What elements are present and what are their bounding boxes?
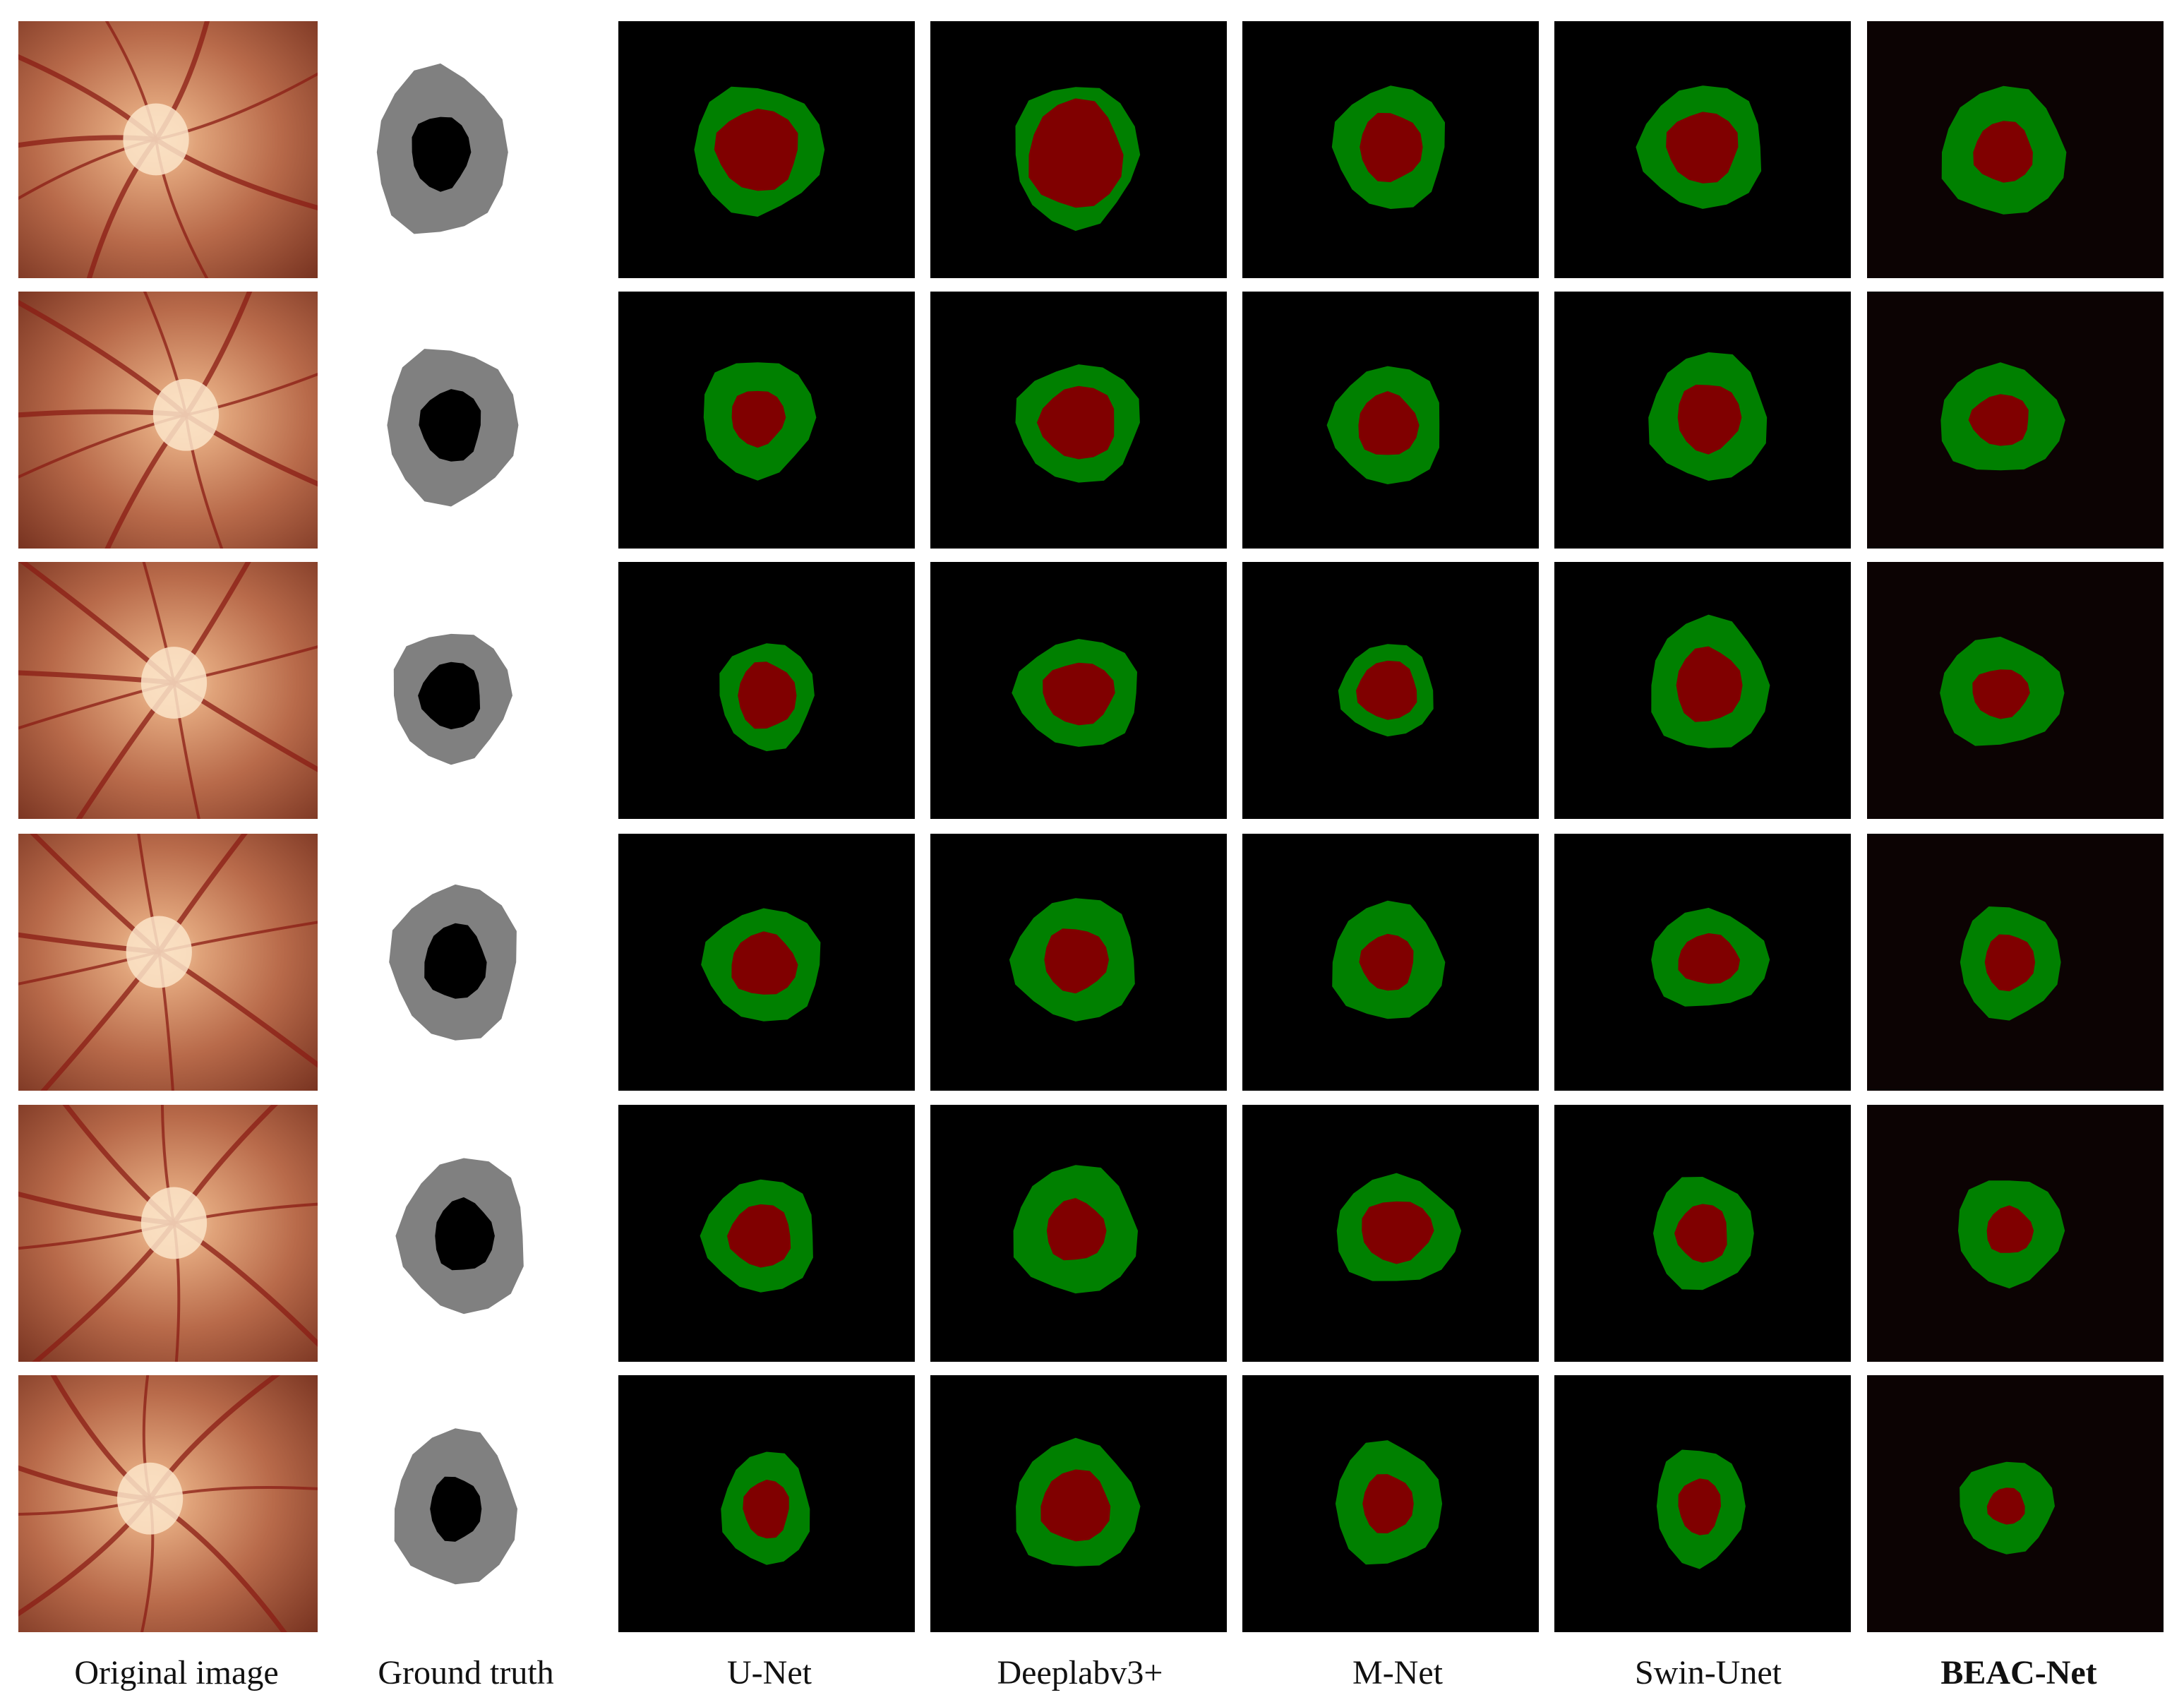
cell-row3-swin [1554, 562, 1851, 819]
gt-cup [419, 389, 481, 462]
cell-row2-swin [1554, 292, 1851, 549]
optic-cup-mask [1674, 1204, 1727, 1263]
cell-row6-deeplab [930, 1375, 1227, 1632]
column-label-original: Original image [74, 1654, 279, 1691]
cell-row5-gt [339, 1105, 551, 1362]
cell-row3-unet [618, 562, 915, 819]
gt-cup [418, 661, 481, 730]
optic-cup-mask [743, 1480, 789, 1539]
gt-cup [412, 116, 472, 192]
cell-row5-deeplab [930, 1105, 1227, 1362]
optic-cup-mask [1360, 112, 1423, 183]
optic-cup-mask [731, 931, 798, 995]
optic-cup-mask [1984, 934, 2036, 992]
cell-row4-beac [1867, 834, 2164, 1091]
cell-row2-original [18, 292, 318, 549]
optic-disc-region [116, 1462, 184, 1535]
gt-cup [430, 1476, 482, 1542]
cell-row6-gt [339, 1375, 551, 1632]
cell-row4-gt [339, 834, 551, 1091]
optic-cup-mask [1973, 121, 2033, 183]
cell-row6-beac [1867, 1375, 2164, 1632]
cell-row6-original [18, 1375, 318, 1632]
optic-cup-mask [714, 108, 798, 191]
cell-row6-unet [618, 1375, 915, 1632]
column-label-mnet: M-Net [1352, 1654, 1443, 1691]
optic-cup-mask [731, 390, 786, 448]
cell-row4-mnet [1242, 834, 1539, 1091]
optic-cup-mask [1043, 662, 1115, 726]
optic-cup-mask [738, 661, 797, 729]
optic-cup-mask [1972, 669, 2030, 719]
column-label-deeplabv3plus: Deeplabv3+ [997, 1654, 1163, 1691]
column-label-swin-unet: Swin-Unet [1635, 1654, 1782, 1691]
cell-row1-gt [339, 21, 551, 278]
cell-row3-beac [1867, 562, 2164, 819]
optic-disc-region [126, 916, 192, 988]
optic-cup-mask [1678, 1478, 1721, 1535]
optic-cup-mask [1666, 112, 1739, 184]
optic-cup-mask [1044, 928, 1109, 994]
optic-cup-mask [1677, 384, 1742, 455]
optic-cup-mask [1358, 391, 1420, 455]
optic-cup-mask [1028, 98, 1124, 208]
cell-row2-mnet [1242, 292, 1539, 549]
optic-disc-region [152, 378, 220, 451]
cell-row1-deeplab [930, 21, 1227, 278]
cell-row3-mnet [1242, 562, 1539, 819]
cell-row3-gt [339, 562, 551, 819]
optic-disc-region [123, 103, 189, 176]
cell-row4-swin [1554, 834, 1851, 1091]
optic-disc-region [140, 647, 208, 719]
cell-row5-mnet [1242, 1105, 1539, 1362]
optic-cup-mask [1036, 385, 1115, 460]
cell-row5-original [18, 1105, 318, 1362]
gt-cup [424, 923, 487, 999]
cell-row1-beac [1867, 21, 2164, 278]
optic-cup-mask [1359, 933, 1414, 991]
cell-row2-unet [618, 292, 915, 549]
column-label-ground-truth: Ground truth [378, 1654, 554, 1691]
cell-row3-deeplab [930, 562, 1227, 819]
cell-row5-unet [618, 1105, 915, 1362]
cell-row4-unet [618, 834, 915, 1091]
cell-row2-gt [339, 292, 551, 549]
optic-cup-mask [1986, 1487, 2025, 1525]
optic-cup-mask [1046, 1198, 1107, 1261]
cell-row1-swin [1554, 21, 1851, 278]
gt-cup [435, 1197, 495, 1271]
optic-cup-mask [1968, 394, 2029, 446]
cell-row5-beac [1867, 1105, 2164, 1362]
cell-row4-deeplab [930, 834, 1227, 1091]
optic-cup-mask [727, 1204, 791, 1268]
cell-row4-original [18, 834, 318, 1091]
cell-row2-beac [1867, 292, 2164, 549]
cell-row3-original [18, 562, 318, 819]
column-label-beac-net: BEAC-Net [1940, 1654, 2097, 1691]
optic-cup-mask [1986, 1205, 2034, 1253]
optic-cup-mask [1040, 1469, 1111, 1542]
cell-row1-original [18, 21, 318, 278]
cell-row1-mnet [1242, 21, 1539, 278]
optic-disc-region [140, 1187, 208, 1259]
cell-row1-unet [618, 21, 915, 278]
optic-cup-mask [1676, 646, 1743, 722]
cell-row5-swin [1554, 1105, 1851, 1362]
column-label-unet: U-Net [727, 1654, 812, 1691]
optic-cup-mask [1678, 933, 1741, 984]
cell-row6-swin [1554, 1375, 1851, 1632]
optic-cup-mask [1362, 1201, 1434, 1264]
optic-cup-mask [1356, 660, 1417, 720]
cell-row6-mnet [1242, 1375, 1539, 1632]
optic-cup-mask [1362, 1474, 1414, 1533]
cell-row2-deeplab [930, 292, 1227, 549]
